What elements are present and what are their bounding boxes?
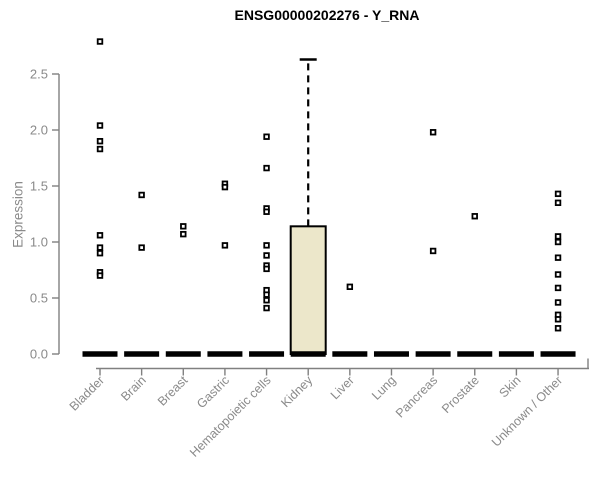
data-point	[554, 233, 562, 240]
y-axis-tick-label: 1.0	[30, 235, 48, 250]
box	[289, 225, 327, 356]
data-point	[138, 244, 145, 251]
data-point	[221, 183, 229, 191]
data-point	[263, 297, 270, 304]
data-point	[263, 242, 270, 249]
data-point	[180, 223, 187, 230]
x-axis-category-label: Prostate	[439, 373, 482, 416]
data-point	[554, 299, 562, 306]
data-point	[429, 129, 437, 136]
data-point	[263, 133, 270, 140]
x-axis-category-label: Breast	[155, 373, 191, 409]
data-point	[96, 244, 104, 251]
x-axis-category-label: Kidney	[278, 373, 315, 410]
data-point	[554, 316, 562, 323]
x-axis-category-label: Lung	[369, 373, 399, 403]
data-point	[554, 284, 562, 292]
x-axis-category-label: Unknown / Other	[489, 373, 565, 449]
data-point	[554, 254, 562, 261]
y-axis-tick-label: 0.5	[30, 291, 48, 306]
y-axis-tick-label: 2.0	[30, 123, 48, 138]
median-bar	[498, 351, 534, 357]
median-bar	[415, 351, 451, 357]
median-bar	[332, 351, 368, 357]
data-point	[263, 252, 270, 259]
y-axis-tick-label: 2.5	[30, 67, 48, 82]
median-bar	[207, 351, 243, 357]
data-point	[96, 232, 104, 239]
y-axis-tick-label: 0.0	[30, 347, 48, 362]
data-point	[96, 272, 104, 279]
x-axis-category-label: Hematopoietic cells	[187, 373, 274, 460]
data-point	[471, 213, 478, 220]
data-point	[221, 242, 229, 249]
data-point	[96, 249, 104, 257]
median-bar	[249, 351, 285, 357]
median-bar	[124, 351, 160, 357]
data-point	[96, 137, 104, 145]
x-axis-category-label: Gastric	[194, 373, 232, 411]
data-point	[263, 291, 270, 298]
data-point	[138, 191, 145, 199]
x-axis-category-label: Liver	[328, 373, 357, 402]
median-bar	[457, 351, 493, 357]
data-point	[429, 247, 437, 255]
data-point	[554, 325, 562, 332]
median-bar	[373, 351, 409, 357]
x-axis-category-label: Pancreas	[393, 373, 440, 420]
data-point	[263, 164, 270, 172]
x-axis-category-label: Bladder	[67, 373, 107, 413]
data-point	[346, 283, 354, 290]
x-axis-category-label: Skin	[496, 373, 523, 400]
data-point	[554, 199, 562, 206]
data-point	[263, 208, 270, 215]
y-axis-tick-label: 1.5	[30, 179, 48, 194]
median-bar	[82, 351, 118, 357]
data-point	[554, 190, 562, 198]
data-point	[263, 304, 270, 312]
data-point	[180, 230, 187, 238]
data-point	[263, 265, 270, 273]
median-bar	[165, 351, 201, 357]
median-bar	[540, 351, 576, 357]
chart-title: ENSG00000202276 - Y_RNA	[234, 7, 420, 23]
x-axis-category-label: Brain	[118, 373, 149, 404]
data-point	[554, 238, 562, 246]
data-point	[96, 122, 104, 129]
data-point	[96, 38, 104, 45]
data-point	[96, 145, 104, 153]
data-point	[554, 271, 562, 278]
median-bar	[290, 351, 326, 357]
